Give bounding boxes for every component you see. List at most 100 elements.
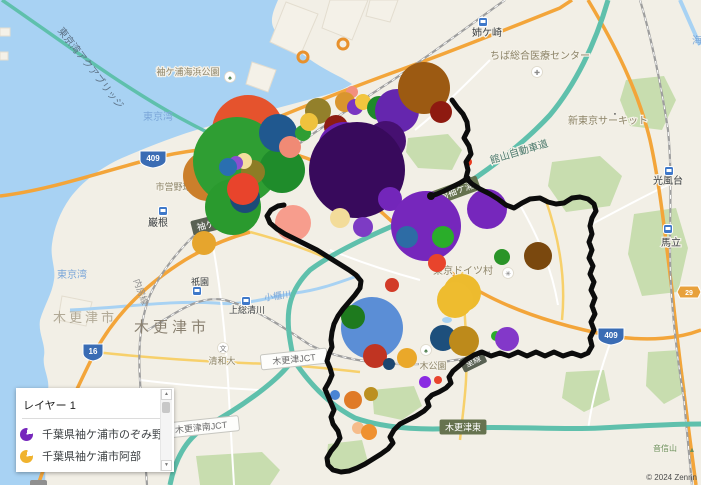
station-icons — [158, 17, 674, 306]
poi-icon: ✳ — [502, 267, 514, 279]
data-circle-marker[interactable] — [353, 217, 373, 237]
train-station-icon — [663, 224, 673, 234]
map-label: 東京湾 — [143, 110, 173, 123]
data-circle-marker[interactable] — [330, 390, 340, 400]
map-label: 音信山 — [653, 443, 677, 453]
data-circle-marker[interactable] — [396, 226, 418, 248]
data-circle-marker[interactable] — [495, 327, 519, 351]
map-label: 東京湾 — [57, 268, 87, 281]
svg-text:✳: ✳ — [505, 270, 511, 278]
map-label: 袖ケ浦海浜公園 — [156, 66, 219, 77]
map-label: 木更津市 — [134, 319, 210, 336]
rivers — [69, 0, 701, 312]
data-circle-marker[interactable] — [391, 191, 461, 261]
map-label: 新東京サーキット — [568, 114, 648, 127]
ring-marker[interactable] — [336, 37, 350, 51]
map-label: 海 — [692, 34, 701, 47]
data-circle-marker[interactable] — [192, 231, 216, 255]
svg-text:16: 16 — [89, 347, 98, 356]
data-circle-marker[interactable] — [363, 344, 387, 368]
route-shield: 409 — [139, 150, 167, 169]
poi-icon: ♠ — [420, 344, 432, 356]
map-label: 東京ドイツ村 — [433, 264, 493, 277]
data-circle-marker[interactable] — [437, 282, 473, 318]
legend-item-label: 千葉県袖ケ浦市のぞみ野 — [42, 429, 160, 441]
data-circle-marker[interactable] — [398, 62, 450, 114]
boundary-branch-line[interactable] — [428, 175, 471, 199]
data-bubbles — [183, 62, 552, 440]
data-circle-marker[interactable] — [397, 348, 417, 368]
data-circle-marker[interactable] — [352, 422, 364, 434]
map-water-tokyo-bay — [0, 0, 352, 485]
legend-layer-item[interactable]: 千葉県袖ケ浦市のぞみ野 — [16, 423, 174, 445]
poi-icon: ▲ — [689, 447, 696, 454]
svg-text:✚: ✚ — [534, 69, 540, 77]
data-circle-marker[interactable] — [344, 391, 362, 409]
map-label: ちば総合医療センター — [490, 49, 590, 62]
route-shield: 16 — [82, 343, 104, 362]
route-shields: 16 409 409 29 — [82, 150, 701, 362]
data-circle-marker[interactable] — [419, 376, 431, 388]
svg-text:409: 409 — [604, 331, 618, 340]
ring-marker[interactable] — [296, 50, 310, 64]
data-circle-marker[interactable] — [330, 208, 350, 228]
data-circle-marker[interactable] — [219, 158, 237, 176]
train-station-icon — [478, 17, 488, 27]
route-shield: 409 — [597, 327, 625, 346]
data-circle-marker[interactable] — [279, 136, 301, 158]
legend-divider — [22, 418, 168, 419]
train-station-icon — [192, 286, 202, 296]
svg-text:木更津JCT: 木更津JCT — [272, 351, 317, 367]
scroll-down-icon[interactable]: ▼ — [161, 460, 172, 471]
data-circle-marker[interactable] — [385, 278, 399, 292]
data-circle-marker[interactable] — [355, 94, 371, 110]
data-circle-marker[interactable] — [300, 113, 318, 131]
poi-icons: ♠ ✚ ✳ 文 ♠ ▲ ● — [217, 66, 696, 454]
legend-title: レイヤー 1 — [23, 400, 76, 412]
boundary-main-line[interactable] — [264, 97, 599, 475]
data-circle-marker[interactable] — [361, 424, 377, 440]
data-circle-marker[interactable] — [227, 173, 259, 205]
data-circle-marker[interactable] — [430, 101, 452, 123]
poi-icon: ✚ — [531, 66, 543, 78]
data-circle-marker[interactable] — [364, 387, 378, 401]
map-label: 姉ケ崎 — [472, 26, 502, 39]
poi-icon: ♠ — [224, 71, 236, 83]
data-circle-marker[interactable] — [428, 254, 446, 272]
data-circle-marker[interactable] — [341, 305, 365, 329]
data-circle-marker[interactable] — [524, 242, 552, 270]
poi-icon: ● — [614, 111, 617, 116]
scroll-thumb[interactable] — [162, 402, 170, 413]
poi-icon: 文 — [217, 342, 229, 354]
map-label: 木公園 — [419, 360, 446, 371]
data-circle-marker[interactable] — [434, 376, 442, 384]
svg-text:409: 409 — [146, 154, 160, 163]
map-label: 馬立 — [661, 236, 681, 249]
map-label: 小櫃川 — [263, 288, 291, 303]
data-circle-marker[interactable] — [494, 249, 510, 265]
data-circle-marker[interactable] — [449, 326, 479, 356]
data-circle-marker[interactable] — [259, 147, 305, 193]
train-station-icon — [664, 166, 674, 176]
scroll-up-icon[interactable]: ▲ — [161, 389, 172, 400]
data-circle-marker[interactable] — [432, 226, 454, 248]
data-circle-marker[interactable] — [383, 358, 395, 370]
map-label: 木更津市 — [53, 310, 117, 325]
map-label: 祇園 — [191, 276, 209, 287]
legend-scrollbar[interactable]: ▲ ▼ — [160, 389, 172, 471]
legend-pie-icon — [20, 449, 33, 463]
svg-text:●: ● — [614, 111, 617, 116]
data-circle-marker[interactable] — [378, 187, 402, 211]
svg-text:▲: ▲ — [689, 447, 696, 454]
legend-item-label: 千葉県袖ケ浦市阿部 — [42, 451, 141, 463]
legend-layer-item[interactable]: 千葉県袖ケ浦市阿部 — [16, 445, 174, 467]
map-label: 光風台 — [653, 174, 683, 187]
svg-text:木更津東: 木更津東 — [445, 422, 481, 433]
map-banner: 木更津東 — [439, 419, 487, 435]
train-station-icon — [158, 206, 168, 216]
svg-text:29: 29 — [685, 290, 693, 297]
svg-text:♠: ♠ — [228, 75, 232, 82]
city-boundary-drawing — [264, 97, 599, 475]
